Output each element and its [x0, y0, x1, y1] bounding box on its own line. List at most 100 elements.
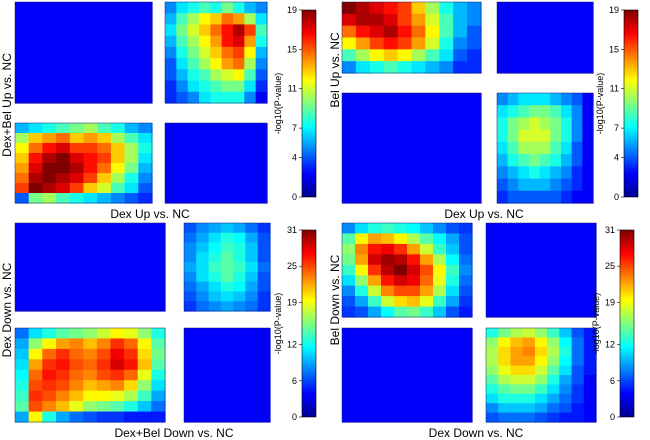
- heatmap-cell: [529, 166, 541, 180]
- heatmap-cell: [497, 178, 509, 192]
- heatmap-cell: [467, 37, 482, 50]
- heatmap-cell: [571, 403, 585, 414]
- heatmap-cell: [69, 133, 85, 144]
- heatmap-cell: [539, 154, 551, 167]
- heatmap-cell: [55, 359, 71, 371]
- heatmap-cell: [124, 380, 139, 392]
- heatmap-cell: [28, 348, 43, 360]
- heatmap-cell: [196, 252, 210, 263]
- colorbar-label: -log10(P-value): [273, 73, 283, 135]
- heatmap-cell: [233, 58, 245, 70]
- heatmap-cell: [355, 13, 371, 27]
- heatmap-cell: [15, 380, 30, 392]
- heatmap-cell: [208, 281, 222, 293]
- heatmap-cell: [184, 301, 197, 312]
- heatmap-cell: [559, 384, 573, 395]
- heatmap-cell: [368, 223, 382, 235]
- heatmap-cell: [55, 411, 71, 423]
- heatmap-cell: [507, 93, 519, 106]
- heatmap-cell: [257, 291, 271, 302]
- heatmap-cell: [83, 183, 98, 194]
- heatmap-cell: [56, 153, 71, 164]
- heatmap-cell: [56, 163, 71, 174]
- heatmap-cell: [559, 412, 573, 423]
- heatmap-cell: [497, 154, 509, 167]
- heatmap-cell: [151, 338, 166, 350]
- heatmap-cell: [255, 69, 268, 82]
- heatmap-cell: [124, 163, 139, 174]
- heatmap-cell: [187, 24, 200, 37]
- heatmap-cell: [110, 348, 125, 360]
- heatmap-cell: [257, 252, 271, 263]
- heatmap-cell: [369, 61, 385, 74]
- heatmap-cell: [547, 346, 560, 357]
- heatmap-cell: [124, 401, 139, 413]
- colorbar-tick-label: 7: [292, 123, 297, 133]
- panel-2-ylabel: Bel Up vs. NC: [328, 32, 342, 108]
- heatmap-cell: [420, 275, 434, 287]
- heatmap-cell: [446, 275, 460, 287]
- heatmap-cell: [439, 49, 454, 62]
- heatmap-cell: [110, 328, 125, 340]
- heatmap-cell: [407, 285, 421, 297]
- heatmap-cell: [369, 13, 385, 27]
- colorbar-tick-label: 11: [610, 84, 619, 94]
- heatmap-cell: [571, 105, 583, 119]
- heatmap-cell: [510, 346, 524, 357]
- quadrant-frame: [164, 1, 268, 104]
- heatmap-cell: [97, 183, 112, 194]
- heatmap-cell: [97, 123, 112, 134]
- colorbar-tick-label: 19: [605, 297, 615, 307]
- heatmap-cell: [550, 178, 562, 192]
- heatmap-cell: [83, 133, 98, 144]
- heatmap-cell: [498, 337, 512, 348]
- heatmap-cell: [507, 117, 519, 131]
- heatmap-cell: [69, 369, 84, 381]
- heatmap-cell: [522, 384, 536, 395]
- quadrant-frame: [183, 327, 271, 423]
- heatmap-cell: [368, 296, 382, 308]
- heatmap-cell: [15, 2, 153, 104]
- heatmap-cell: [15, 401, 30, 413]
- panel-4-heatmap: [341, 222, 597, 423]
- heatmap-cell: [446, 306, 460, 318]
- panel-1-ylabel: Dex+Bel Up vs. NC: [0, 53, 14, 157]
- heatmap-cell: [394, 254, 408, 266]
- heatmap-cell: [383, 37, 399, 50]
- heatmap-cell: [124, 173, 139, 184]
- heatmap-cell: [342, 61, 357, 74]
- heatmap-cell: [397, 13, 413, 27]
- heatmap-cell: [550, 141, 562, 155]
- heatmap-cell: [138, 143, 153, 154]
- heatmap-cell: [233, 252, 247, 263]
- colorbar-gradient: [301, 229, 317, 418]
- heatmap-cell: [571, 93, 583, 106]
- heatmap-cell: [368, 264, 382, 276]
- heatmap-cell: [510, 403, 524, 414]
- heatmap-cell: [199, 2, 211, 14]
- heatmap-cell: [110, 401, 125, 413]
- heatmap-cell: [518, 190, 530, 204]
- heatmap-cell: [561, 129, 573, 143]
- heatmap-cell: [196, 262, 210, 273]
- heatmap-cell: [15, 153, 30, 164]
- heatmap-cell: [208, 262, 222, 273]
- heatmap-cell: [69, 401, 84, 413]
- quadrant-frame: [485, 222, 597, 318]
- heatmap-cell: [439, 2, 454, 15]
- heatmap-cell: [342, 243, 356, 255]
- heatmap-cell: [137, 338, 152, 350]
- heatmap-cell: [547, 337, 560, 348]
- colorbar-tick-label: 31: [287, 225, 297, 235]
- heatmap-cell: [381, 233, 395, 245]
- heatmap-cell: [547, 384, 560, 395]
- heatmap-cell: [196, 271, 210, 283]
- heatmap-cell: [446, 296, 460, 308]
- heatmap-cell: [124, 328, 139, 340]
- heatmap-cell: [245, 223, 259, 234]
- heatmap-cell: [518, 117, 530, 131]
- heatmap-cell: [507, 154, 519, 167]
- heatmap-cell: [547, 356, 560, 367]
- heatmap-cell: [187, 46, 200, 59]
- colorbar-tick-label: 6: [292, 376, 297, 386]
